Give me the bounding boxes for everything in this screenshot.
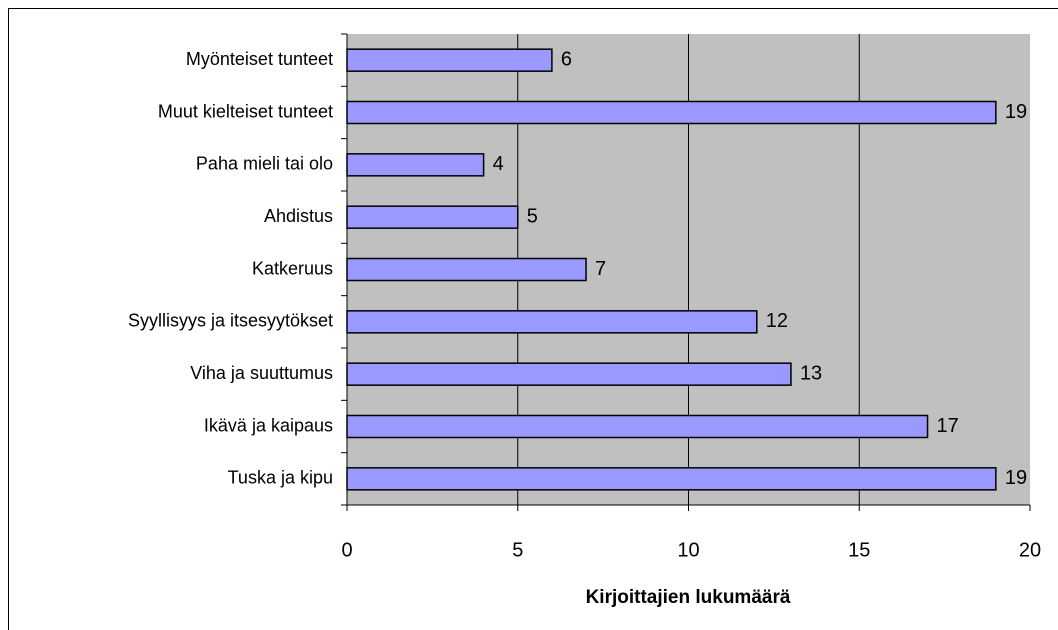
y-tick-label: Ikävä ja kaipaus	[204, 415, 333, 435]
y-tick-label: Ahdistus	[264, 206, 333, 226]
bar	[346, 467, 997, 491]
x-tick-label: 0	[341, 539, 352, 561]
data-label: 19	[1005, 467, 1027, 489]
data-label: 12	[766, 310, 788, 332]
data-label: 19	[1005, 101, 1027, 123]
bar	[346, 48, 553, 72]
data-label: 4	[493, 153, 504, 175]
x-tick-label: 10	[677, 539, 699, 561]
bar	[346, 153, 485, 177]
bar	[346, 100, 997, 125]
data-label: 5	[527, 205, 538, 227]
bar	[346, 414, 929, 439]
x-tick-label: 5	[512, 539, 523, 561]
y-tick-label: Tuska ja kipu	[228, 468, 333, 488]
y-tick-label: Viha ja suuttumus	[190, 363, 333, 383]
x-tick-label: 20	[1019, 539, 1041, 561]
bar	[346, 257, 587, 282]
data-label: 6	[561, 48, 572, 70]
y-tick-label: Muut kielteiset tunteet	[158, 101, 333, 121]
y-tick-label: Paha mieli tai olo	[196, 154, 333, 174]
x-tick-label: 15	[848, 539, 870, 561]
y-tick-label: Syyllisyys ja itsesyytökset	[128, 311, 333, 331]
bar	[346, 205, 519, 229]
data-label: 17	[937, 415, 959, 437]
x-axis-label: Kirjoittajien lukumäärä	[586, 587, 791, 608]
bar	[346, 362, 792, 386]
y-tick-label: Katkeruus	[252, 258, 333, 278]
data-label: 7	[595, 258, 606, 280]
bar	[346, 310, 758, 334]
y-tick-label: Myönteiset tunteet	[186, 49, 333, 69]
data-label: 13	[800, 362, 822, 384]
